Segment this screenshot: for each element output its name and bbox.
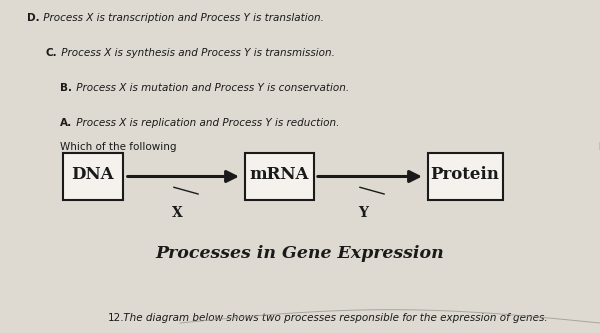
FancyBboxPatch shape xyxy=(427,153,503,200)
Text: C.: C. xyxy=(45,48,56,58)
Text: Y: Y xyxy=(358,206,368,220)
Text: Processes in Gene Expression: Processes in Gene Expression xyxy=(155,245,445,262)
Text: X: X xyxy=(172,206,182,220)
Text: Which of the following: Which of the following xyxy=(60,142,180,152)
Text: Process X is mutation and Process Y is conservation.: Process X is mutation and Process Y is c… xyxy=(73,83,349,93)
Text: Process X is replication and Process Y is reduction.: Process X is replication and Process Y i… xyxy=(73,118,340,128)
Text: Process X is transcription and Process Y is translation.: Process X is transcription and Process Y… xyxy=(40,13,324,23)
Text: A.: A. xyxy=(60,118,72,128)
Text: DNA: DNA xyxy=(71,166,115,183)
Text: Protein: Protein xyxy=(431,166,499,183)
Text: Process X is synthesis and Process Y is transmission.: Process X is synthesis and Process Y is … xyxy=(58,48,335,58)
FancyBboxPatch shape xyxy=(63,153,123,200)
Text: best: best xyxy=(598,142,600,152)
Text: D.: D. xyxy=(27,13,40,23)
Text: 12.: 12. xyxy=(108,313,125,323)
FancyBboxPatch shape xyxy=(245,153,314,200)
Text: mRNA: mRNA xyxy=(249,166,309,183)
Text: The diagram below shows two processes responsible for the expression of genes.: The diagram below shows two processes re… xyxy=(120,313,548,323)
Text: B.: B. xyxy=(60,83,72,93)
